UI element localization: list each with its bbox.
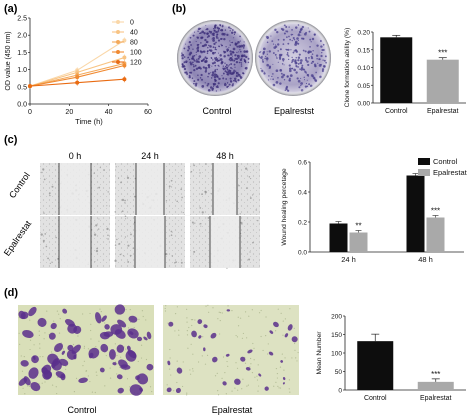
x-tick-label-c: 48 h [418,255,433,264]
chart-a-cck8-line-plot: 0.0 0.5 1.0 1.5 2.0 2.5 0 20 40 60 Time (h) OD valu… [5,16,152,127]
data-point-a [75,75,80,80]
data-point-a [122,63,127,68]
y-tick-label-c: 0.0 [298,250,307,257]
x-tick-label-a: 60 [144,109,152,116]
panel-label-a: (a) [4,3,18,15]
legend-marker-a [116,50,120,54]
chart-d-mean-number-bars: 0 50 100 150 200 Mean Number Control *** Epalres… [316,314,466,402]
x-tick-label-a: 0 [28,109,32,116]
y-tick-label-d: 0 [338,388,342,395]
y-axis-label-a: OD value (450 nm) [5,31,12,90]
bar-c [329,223,348,252]
x-tick-label-d: Control [364,395,387,402]
x-tick-label-d: Epalrestat [420,395,452,402]
chart-c-wound-healing-bars: 0.0 0.2 0.4 0.6 Wound healing percetage ** 24 … [281,157,468,264]
transwell-label-epalrestat: Epalrestat [212,405,253,415]
legend-label-c: Control [433,157,458,166]
y-tick-label-d: 50 [335,369,343,376]
bar-c [426,217,445,252]
y-tick-label-a: 1.0 [17,67,27,74]
transwell-image-control [18,304,154,396]
y-tick-label-a: 0.0 [17,102,27,109]
bar-b [380,37,413,104]
y-tick-label-d: 150 [331,332,342,339]
significance-label-c: ** [355,222,361,231]
legend-label-a: 80 [130,40,138,47]
legend-marker-a [116,30,120,34]
y-axis-label-d: Mean Number [316,331,323,375]
significance-label-b: *** [438,49,447,58]
x-tick-label-b: Control [385,108,408,115]
bar-c [349,232,368,252]
bar-d [417,381,454,390]
y-tick-label-a: 1.5 [17,50,27,57]
x-tick-label-c: 24 h [341,255,356,264]
panel-label-c: (c) [4,134,18,146]
y-tick-label-b: 0.05 [357,83,370,90]
wound-healing-images [40,163,260,269]
significance-label-c: *** [431,207,440,216]
time-label-48h: 48 h [216,151,234,161]
significance-label-d: *** [431,370,440,379]
panel-label-b: (b) [172,3,186,15]
transwell-label-control: Control [67,405,96,415]
legend-marker-a [116,40,120,44]
dish-label-control: Control [202,106,231,116]
data-point-a [122,77,127,82]
data-point-a [122,55,127,60]
legend-label-a: 0 [130,20,134,27]
legend-marker-a [116,20,120,24]
legend-swatch-c [418,158,430,165]
chart-b-clone-formation-bars: 0.00 0.05 0.10 0.15 0.20 Clone formation abil… [344,28,466,115]
bar-b [426,59,459,103]
x-tick-label-b: Epalrestat [427,108,459,115]
y-axis-label-b: Clone formation ability (%) [344,28,351,108]
y-tick-label-c: 0.4 [298,190,307,197]
time-label-24h: 24 h [141,151,159,161]
time-label-0h: 0 h [69,151,82,161]
y-tick-label-b: 0.20 [357,30,370,37]
colony-dish-control [177,20,253,96]
x-tick-label-a: 40 [105,109,113,116]
legend-swatch-c [418,169,430,176]
y-tick-label-a: 2.0 [17,33,27,40]
data-point-a [28,84,32,89]
x-tick-label-a: 20 [65,109,73,116]
bar-c [406,175,425,252]
data-point-a [75,80,80,85]
y-axis-label-c: Wound healing percetage [281,168,288,246]
colony-dish-epalrestat [255,20,331,96]
y-tick-label-d: 100 [331,351,342,358]
y-tick-label-c: 0.2 [298,220,307,227]
dish-label-epalrestat: Epalrestst [274,106,315,116]
y-tick-label-c: 0.6 [298,160,307,167]
bar-d [357,341,394,390]
panel-label-d: (d) [4,287,18,299]
row-label-epalrestat: Epalrestat [2,218,34,257]
y-tick-label-b: 0.15 [357,47,370,54]
y-tick-label-a: 0.5 [17,84,27,91]
legend-marker-a [116,60,120,64]
legend-label-a: 120 [130,60,142,67]
y-tick-label-d: 200 [331,314,342,321]
data-point-a [122,38,127,43]
y-tick-label-b: 0.00 [357,101,370,108]
transwell-image-epalrestat [163,304,299,396]
y-tick-label-a: 2.5 [17,16,27,23]
x-axis-label-a: Time (h) [75,117,103,126]
legend-label-a: 40 [130,30,138,37]
legend-label-a: 100 [130,50,142,57]
row-label-control: Control [7,171,32,201]
legend-label-c: Epalrestat [433,168,468,177]
y-tick-label-b: 0.10 [357,65,370,72]
